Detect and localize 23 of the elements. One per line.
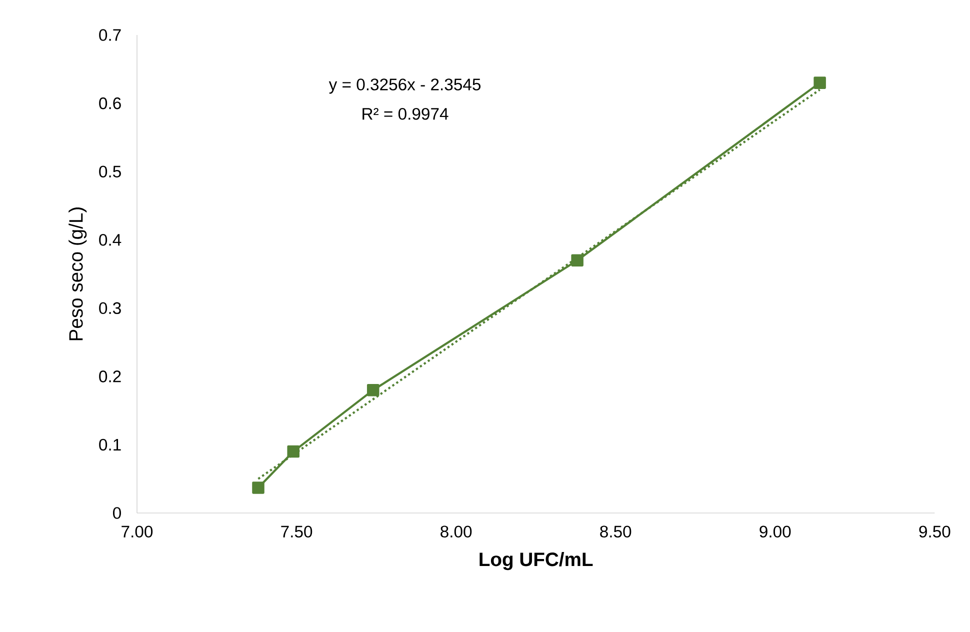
- annotation: y = 0.3256x - 2.3545: [328, 78, 481, 94]
- point: [814, 76, 826, 89]
- y-tick-label: 0.7: [99, 29, 121, 41]
- annotation: R² = 0.9974: [362, 108, 448, 120]
- y-tick-label: 0.2: [99, 370, 121, 382]
- x-axis-title: Log UFC/mL: [480, 552, 593, 570]
- x-tick-label: 7.00: [122, 526, 153, 538]
- y-tick-label: 0.3: [99, 302, 121, 314]
- point: [571, 254, 584, 266]
- x-tick-label: 9.50: [919, 526, 950, 538]
- y-tick-label: 0.5: [99, 166, 121, 178]
- x-tick-label: 8.50: [600, 526, 632, 538]
- x-tick-label: 8.00: [440, 526, 472, 538]
- point: [366, 384, 380, 396]
- point: [287, 445, 300, 458]
- y-tick-label: 0.6: [99, 97, 121, 110]
- point: [252, 482, 264, 494]
- x-tick-label: 9.00: [760, 526, 791, 538]
- y-axis-title: Peso seco (g/L): [68, 208, 87, 340]
- y-tick-label: 0.1: [99, 438, 121, 451]
- y-tick-label: 0.4: [99, 234, 122, 246]
- y-tick-label: 0: [113, 507, 121, 519]
- x-tick-label: 7.50: [281, 526, 312, 538]
